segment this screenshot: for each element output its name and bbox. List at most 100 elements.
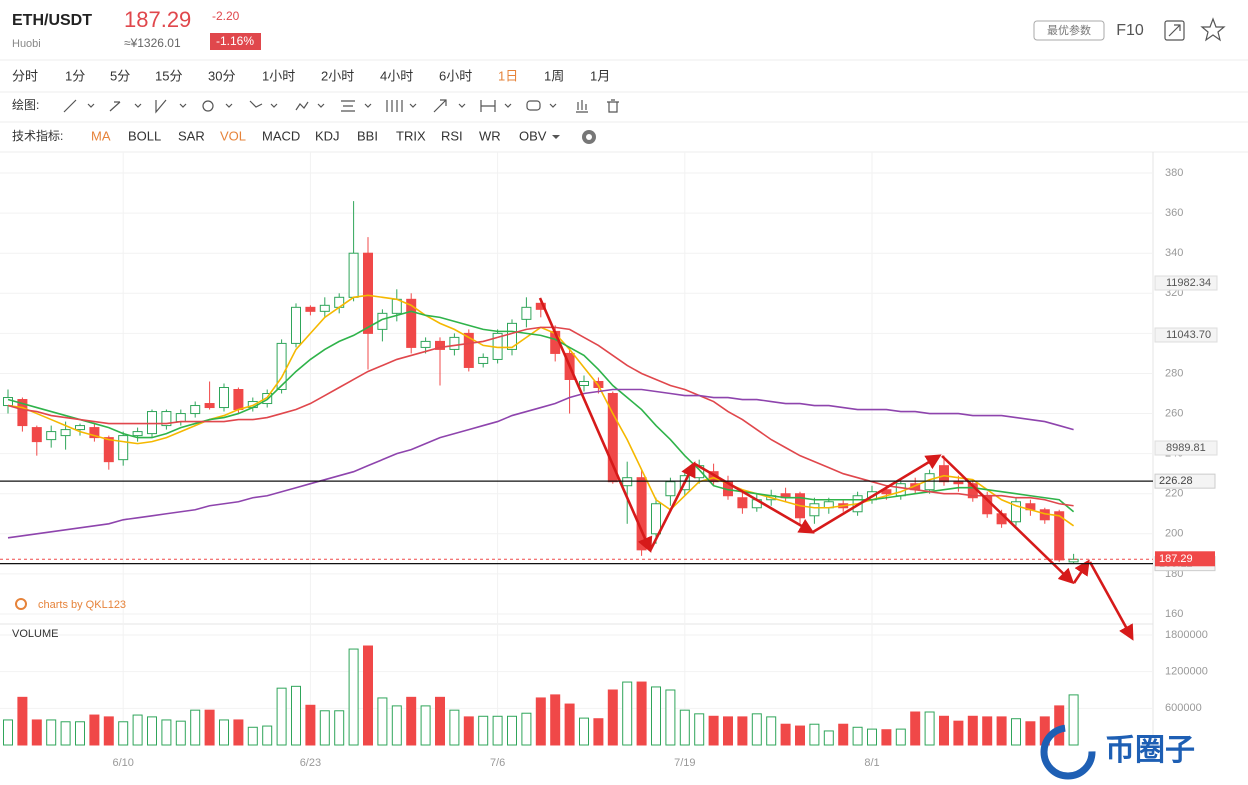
site-watermark: 币圈子 [1105,734,1195,767]
plot [0,152,1153,746]
watermark-icon [15,598,27,610]
indicator-tab[interactable]: OBV [519,128,547,143]
candle-body [276,342,287,391]
candle [1025,499,1036,516]
candle-body [319,304,330,312]
volume-bar [1025,721,1036,746]
candle [521,297,532,328]
volume-bar [420,705,431,746]
last-price: 187.29 [124,7,191,32]
volume-bar [1068,694,1079,746]
candle [377,309,388,342]
volume-bar [651,686,661,746]
candle-body [449,336,460,350]
volume-bar [348,648,359,746]
indicator-tab[interactable]: TRIX [396,128,426,143]
y-tick-label: 220 [1165,488,1183,500]
candle-body [219,387,229,409]
timeframe-tab[interactable]: 1月 [590,68,610,83]
indicator-tab[interactable]: BBI [357,128,378,143]
candle [363,237,373,370]
timeframe-tab[interactable]: 2小时 [321,68,354,83]
fullscreen-icon[interactable] [1164,20,1185,41]
volume-bar [881,729,892,746]
volume-bar [579,717,589,746]
ma-line [7,326,1074,507]
candle [463,329,474,372]
dropdown-caret[interactable] [552,135,560,139]
indicator-tab[interactable]: BOLL [128,128,161,143]
candle-body [103,437,114,463]
volume-bar [132,714,143,746]
indicator-tab[interactable]: RSI [441,128,463,143]
candle-body [46,431,57,441]
price-label-box [1155,551,1215,567]
indicator-tab[interactable]: VOL [220,128,246,143]
candle [103,435,114,470]
y-tick-label: 360 [1165,207,1183,219]
volume-bar [17,696,28,746]
indicator-tab[interactable]: WR [479,128,501,143]
volume-bar [75,721,85,746]
x-tick-label: 7/6 [490,757,505,769]
params-button[interactable] [1033,20,1105,41]
volume-bar [636,681,647,746]
timeframe-tab[interactable]: 1日 [498,68,518,83]
volume-bar [838,723,849,746]
f10-button[interactable]: F10 [1116,22,1144,39]
line-label: 226.28 [1159,475,1193,487]
candle-body [579,380,589,386]
favorite-icon[interactable] [1200,17,1226,42]
ma-line [7,388,1074,539]
indicator-tab[interactable]: KDJ [315,128,340,143]
timeframe-tab[interactable]: 1分 [65,68,85,83]
candle [1039,507,1050,524]
candle [665,477,676,506]
timeframe-tab[interactable]: 1周 [544,68,564,83]
y-tick-label: 280 [1165,367,1183,379]
candle [204,381,215,410]
volume-bar [982,716,993,746]
volume-tick-label: 600000 [1165,702,1202,714]
volume-bar [924,711,935,746]
indicator-tab[interactable]: SAR [178,128,205,143]
y-tick-label: 340 [1165,247,1183,259]
volume-bar [593,718,604,746]
drawing-tools[interactable] [63,99,619,114]
volume-bar [996,716,1007,746]
volume-bar [190,709,201,746]
candle-body [161,411,172,427]
change-pct-badge [210,33,261,50]
candle-body [478,356,489,364]
volume-bar [391,705,402,746]
exchange: Huobi [12,38,41,50]
symbol: ETH/USDT [12,12,92,29]
ma-line [7,310,1075,513]
candle [1011,497,1021,526]
volume-bar [204,709,215,746]
x-tick-label: 8/1 [864,757,879,769]
timeframe-tab[interactable]: 4小时 [380,68,413,83]
candle-body [363,252,373,334]
indicator-tab[interactable]: MACD [262,128,300,143]
candle-body [939,465,949,483]
volume-bar [939,715,949,746]
candle-body [75,425,85,431]
params-button-label[interactable]: 最优参数 [1047,23,1091,37]
candle [219,383,229,412]
timeframe-tab[interactable]: 6小时 [439,68,472,83]
timeframe-tab[interactable]: 1小时 [262,68,295,83]
settings-icon[interactable] [582,130,596,144]
timeframe-tab[interactable]: 30分 [208,68,235,83]
timeframe-tab[interactable]: 分时 [12,68,38,83]
candle [435,337,445,386]
volume-bar [910,711,921,746]
timeframe-tab[interactable]: 5分 [110,68,130,83]
candle-body [118,435,129,461]
volume-bar [377,697,388,746]
candle [723,475,733,500]
candle [478,353,489,368]
indicator-tab[interactable]: MA [91,128,111,143]
timeframe-tab[interactable]: 15分 [155,68,182,83]
